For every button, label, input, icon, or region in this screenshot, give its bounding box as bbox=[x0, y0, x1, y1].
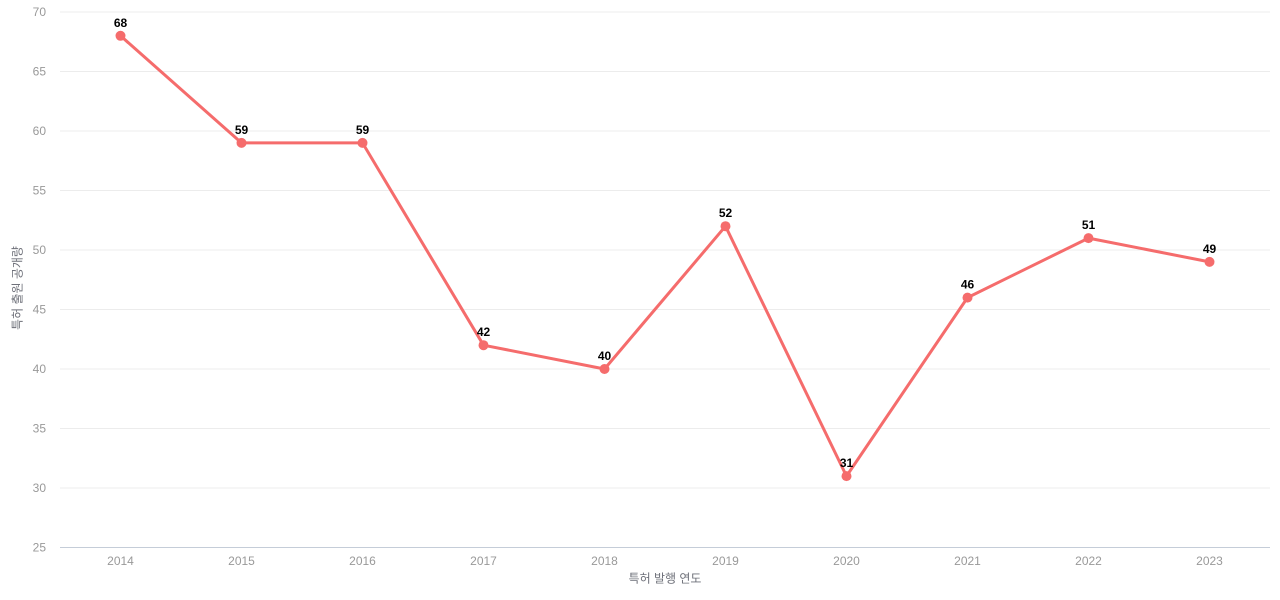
data-point[interactable] bbox=[115, 30, 126, 41]
x-tick-label: 2021 bbox=[954, 554, 981, 568]
data-label: 59 bbox=[235, 123, 249, 137]
data-point[interactable] bbox=[1204, 256, 1215, 267]
data-point[interactable] bbox=[962, 292, 973, 303]
data-label: 51 bbox=[1082, 218, 1096, 232]
y-tick-label: 60 bbox=[33, 124, 47, 138]
data-label: 49 bbox=[1203, 242, 1217, 256]
y-axis-title: 특허 출원 공개량 bbox=[10, 246, 25, 330]
y-tick-label: 35 bbox=[33, 422, 47, 436]
x-tick-label: 2023 bbox=[1196, 554, 1223, 568]
x-axis-title: 특허 발행 연도 bbox=[628, 571, 702, 586]
x-tick-label: 2019 bbox=[712, 554, 739, 568]
data-label: 31 bbox=[840, 456, 854, 470]
y-tick-label: 65 bbox=[33, 65, 47, 79]
x-tick-label: 2018 bbox=[591, 554, 618, 568]
x-tick-label: 2015 bbox=[228, 554, 255, 568]
y-tick-label: 55 bbox=[33, 184, 47, 198]
data-label: 42 bbox=[477, 325, 491, 339]
data-point[interactable] bbox=[357, 137, 368, 148]
x-tick-label: 2014 bbox=[107, 554, 134, 568]
x-tick-label: 2016 bbox=[349, 554, 376, 568]
data-point[interactable] bbox=[236, 137, 247, 148]
y-tick-label: 50 bbox=[33, 243, 47, 257]
y-tick-label: 70 bbox=[33, 5, 47, 19]
data-point[interactable] bbox=[841, 471, 852, 482]
x-tick-label: 2017 bbox=[470, 554, 497, 568]
x-tick-label: 2020 bbox=[833, 554, 860, 568]
y-tick-label: 25 bbox=[33, 541, 47, 555]
x-tick-label: 2022 bbox=[1075, 554, 1102, 568]
y-tick-label: 30 bbox=[33, 481, 47, 495]
data-point[interactable] bbox=[1083, 233, 1094, 244]
data-point[interactable] bbox=[599, 364, 610, 374]
data-point[interactable] bbox=[478, 340, 489, 351]
y-tick-label: 40 bbox=[33, 362, 47, 376]
data-point[interactable] bbox=[720, 221, 731, 232]
y-tick-label: 45 bbox=[33, 303, 47, 317]
data-label: 46 bbox=[961, 278, 975, 292]
data-label: 52 bbox=[719, 206, 733, 220]
data-label: 68 bbox=[114, 16, 128, 30]
data-label: 59 bbox=[356, 123, 370, 137]
data-label: 40 bbox=[598, 349, 612, 363]
series-line bbox=[119, 34, 1211, 478]
